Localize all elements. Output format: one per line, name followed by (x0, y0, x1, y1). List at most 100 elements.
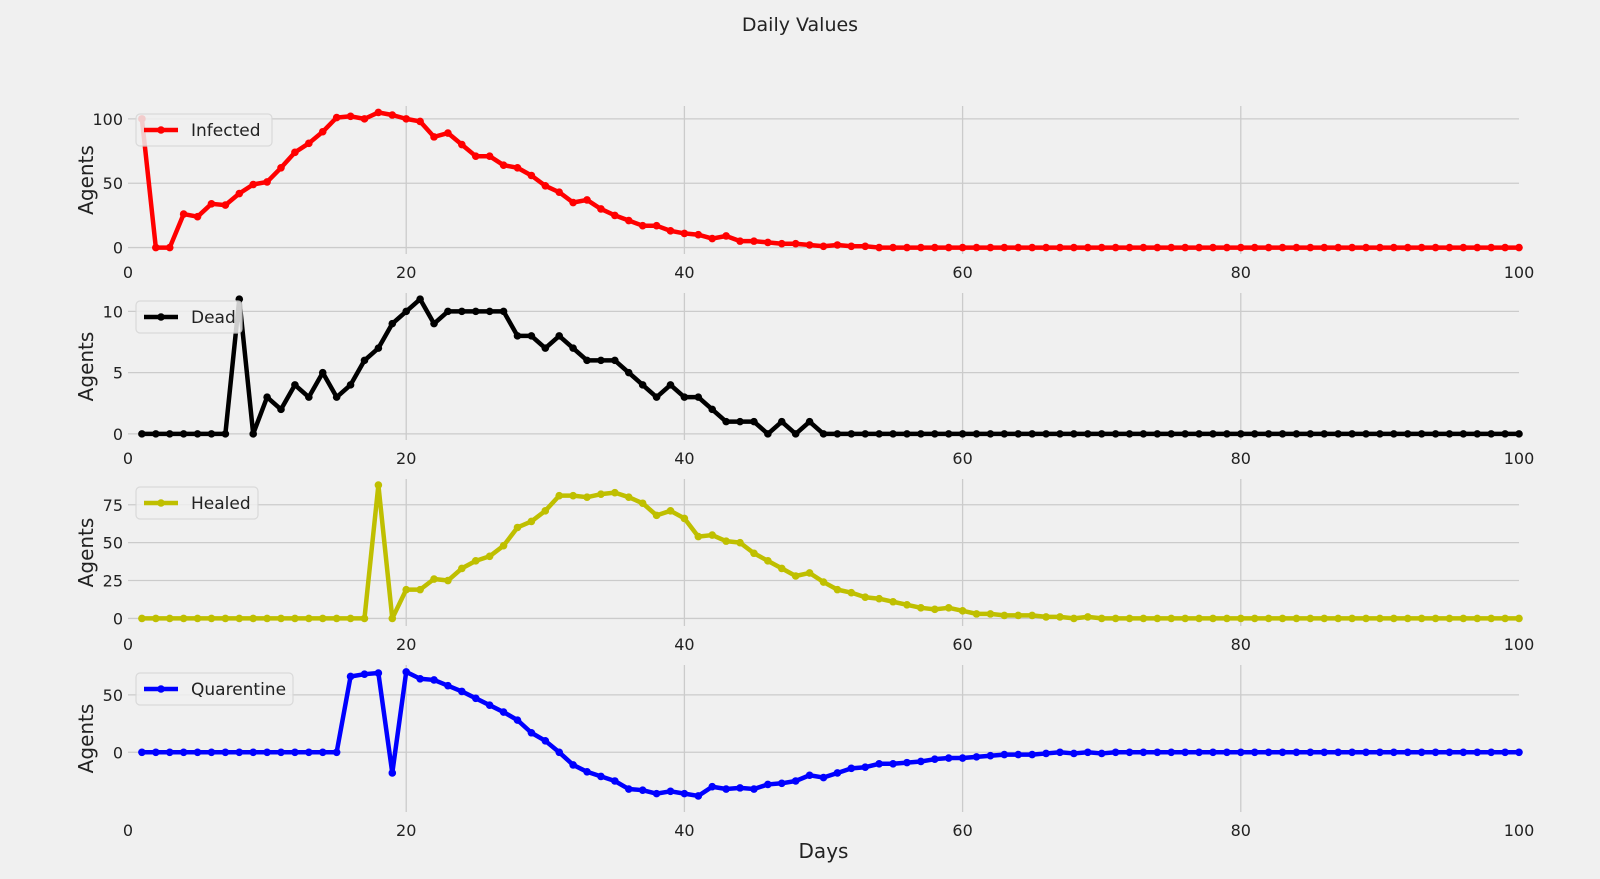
x-tick-label: 60 (952, 821, 972, 840)
data-point (1445, 748, 1454, 757)
x-tick-label: 20 (396, 263, 416, 282)
data-point (694, 230, 703, 239)
panel-infected: 0 20 40 60 80 100 0 50 100 Agents Infected (74, 106, 1534, 282)
data-point (819, 773, 828, 782)
data-point (1264, 430, 1273, 438)
data-point (1376, 748, 1384, 757)
data-point (708, 234, 717, 243)
data-point (416, 585, 424, 594)
data-point (1000, 750, 1009, 759)
data-point (944, 754, 953, 762)
data-point (207, 748, 216, 757)
data-point (1223, 748, 1231, 757)
x-tick-label: 20 (396, 635, 416, 654)
data-point (1042, 430, 1050, 438)
data-point (750, 417, 758, 426)
data-point (722, 785, 730, 793)
data-point (1445, 243, 1454, 252)
data-point (611, 211, 619, 220)
data-point (541, 344, 550, 352)
data-point (777, 779, 786, 788)
data-point (708, 531, 717, 539)
x-tick-label: 40 (674, 821, 694, 840)
data-point (471, 557, 480, 565)
data-point (138, 430, 146, 438)
legend-label: Infected (191, 121, 261, 141)
data-point (179, 430, 188, 438)
data-point (1153, 430, 1162, 438)
data-point (1264, 614, 1273, 623)
data-point (944, 430, 953, 438)
data-point (1362, 243, 1370, 252)
data-point (819, 242, 828, 251)
data-point (291, 381, 299, 389)
data-point (1000, 243, 1009, 252)
data-point (458, 307, 466, 316)
data-point (388, 111, 397, 119)
data-point (471, 152, 480, 160)
data-point (652, 393, 661, 401)
data-point (1125, 243, 1134, 252)
legend-label: Quarentine (191, 680, 286, 700)
data-point (1320, 614, 1329, 623)
x-tick-label: 60 (952, 635, 972, 654)
data-point (986, 430, 995, 438)
data-point (499, 708, 508, 716)
data-point (1278, 243, 1287, 252)
data-point (346, 614, 355, 623)
data-point (1097, 614, 1106, 623)
x-tick-label: 80 (1231, 449, 1251, 468)
data-point (485, 307, 494, 316)
data-point (416, 117, 424, 126)
data-point (861, 593, 870, 602)
data-point (764, 557, 772, 565)
data-point (499, 307, 508, 316)
data-point (652, 221, 661, 230)
legend-label: Dead (191, 308, 236, 328)
data-point (430, 575, 438, 583)
data-point (444, 576, 452, 585)
data-point (708, 782, 717, 791)
data-point (179, 210, 188, 218)
x-tick-label: 40 (674, 263, 694, 282)
y-tick-label: 10 (103, 302, 123, 321)
data-point (944, 604, 953, 612)
data-point (1515, 243, 1523, 252)
legend-marker (157, 313, 165, 321)
data-point (611, 488, 619, 497)
y-tick-label: 100 (92, 110, 123, 129)
data-point (1153, 614, 1162, 623)
data-point (1306, 614, 1315, 623)
data-point (1334, 243, 1342, 252)
series-quarentine (138, 668, 1523, 800)
data-point (569, 761, 577, 769)
data-point (346, 672, 355, 681)
data-point (1209, 748, 1217, 757)
data-point (444, 681, 452, 690)
data-point (1153, 748, 1162, 757)
x-tick-label: 20 (396, 821, 416, 840)
data-point (555, 188, 564, 197)
data-point (1362, 748, 1370, 757)
data-point (360, 115, 369, 123)
data-point (360, 670, 369, 678)
data-point (666, 381, 675, 389)
series-infected (138, 108, 1523, 252)
data-point (624, 493, 633, 501)
data-point (889, 243, 897, 252)
data-point (680, 789, 689, 798)
data-point (750, 785, 758, 793)
data-point (583, 768, 591, 776)
y-axis-label: Agents (74, 704, 98, 774)
data-point (165, 430, 174, 438)
data-point (1250, 748, 1259, 757)
data-point (805, 569, 814, 577)
data-point (791, 572, 800, 580)
data-point (374, 669, 383, 677)
data-point (332, 748, 341, 757)
data-point (1167, 748, 1176, 757)
data-point (1181, 614, 1189, 623)
data-point (1376, 614, 1384, 623)
x-tick-label: 0 (123, 821, 133, 840)
data-point (318, 127, 327, 136)
